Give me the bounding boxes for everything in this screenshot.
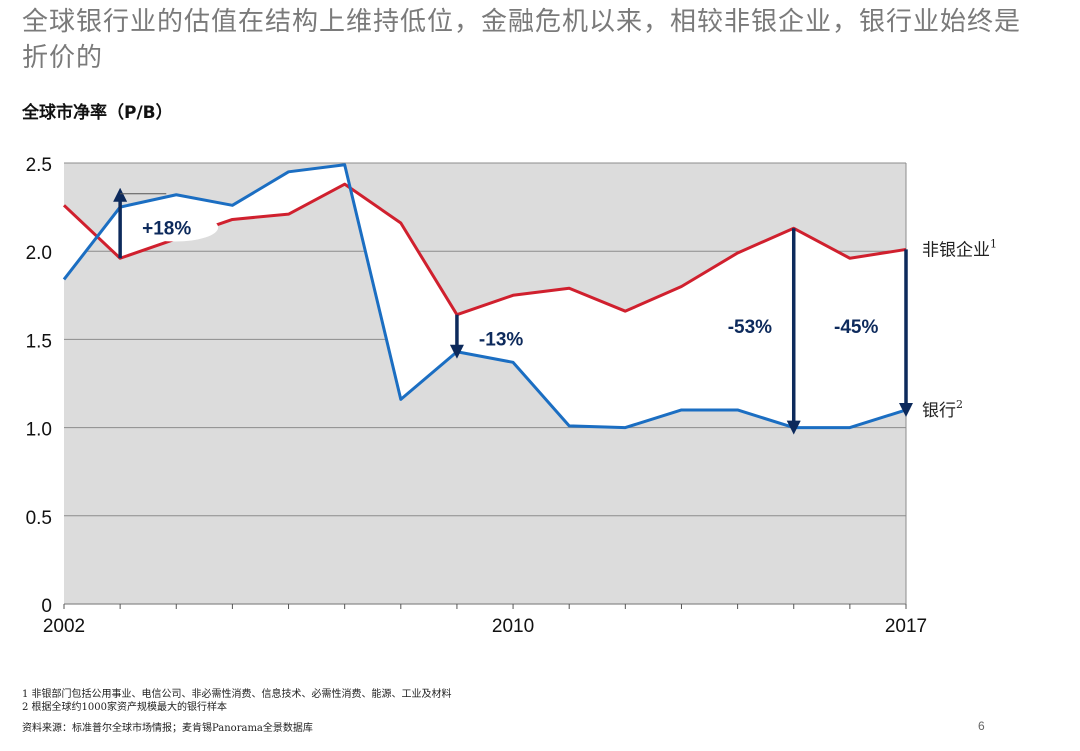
annotation-label-0: +18% [142, 219, 191, 240]
annotation-label-bg-3 [824, 312, 898, 341]
series-label-superscript: 2 [956, 398, 963, 411]
annotation-label-2: -53% [728, 317, 772, 338]
annotation-label-1: -13% [479, 329, 523, 350]
series-label-bank: 银行2 [922, 398, 963, 421]
y-tick-label-3: 1.5 [26, 331, 52, 352]
y-tick-label-1: 0.5 [26, 508, 52, 529]
page-number: 6 [978, 719, 985, 733]
series-gap-area [64, 164, 906, 428]
series-label-nonbank: 非银企业1 [922, 237, 997, 260]
series-label-superscript: 1 [990, 237, 997, 250]
x-tick-label-0: 2002 [43, 616, 85, 637]
footnote-1: 1 非银部门包括公用事业、电信公司、非必需性消费、信息技术、必需性消费、能源、工… [22, 689, 452, 700]
y-tick-label-5: 2.5 [26, 155, 52, 176]
source-note: 资料来源：标准普尔全球市场情报；麦肯锡Panorama全景数据库 [22, 723, 313, 734]
footnote-2: 2 根据全球约1000家资产规模最大的银行样本 [22, 702, 227, 713]
y-tick-label-0: 0 [41, 596, 52, 617]
slide-headline: 全球银行业的估值在结构上维持低位，金融危机以来，相较非银企业，银行业始终是折价的 [22, 7, 1022, 73]
y-tick-label-2: 1.0 [26, 420, 52, 441]
series-line-bank [62, 163, 907, 430]
annotation-label-bg-0 [132, 213, 219, 242]
x-tick-label-1: 2010 [492, 616, 534, 637]
x-tick-label-2: 2017 [885, 616, 927, 637]
chart-subtitle: 全球市净率（P/B） [22, 103, 173, 123]
y-tick-label-4: 2.0 [26, 243, 52, 264]
annotation-label-bg-1 [468, 324, 543, 353]
annotation-label-3: -45% [834, 317, 878, 338]
annotation-label-bg-2 [717, 312, 792, 341]
